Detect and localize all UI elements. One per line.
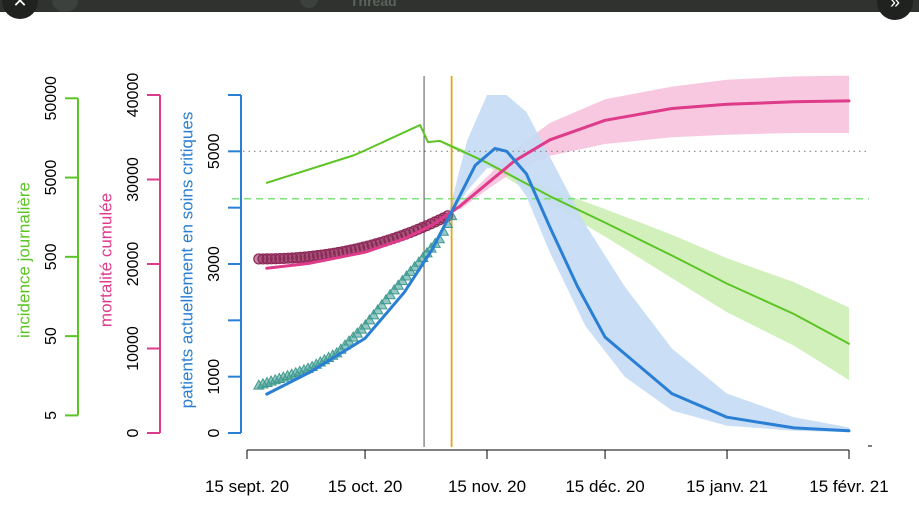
x-tick-label: 15 oct. 20 xyxy=(328,477,403,496)
incidence-tick-label: 5000 xyxy=(43,160,60,196)
mortality-axis-label: mortalité cumulée xyxy=(96,193,115,327)
icu-observed-point xyxy=(363,313,376,325)
confidence-bands xyxy=(439,75,849,433)
incidence_model-line xyxy=(265,124,850,345)
mortality-tick-label: 40000 xyxy=(125,73,142,118)
x-tick-label: 15 nov. 20 xyxy=(448,477,526,496)
icu-observed-point xyxy=(371,303,384,315)
incidence-axis-label: incidence journalière xyxy=(14,182,33,338)
icu-tick-label: 0 xyxy=(206,428,223,437)
back-icon xyxy=(300,0,318,8)
x-tick-label: 15 sept. 20 xyxy=(205,477,289,496)
avatar xyxy=(52,0,78,12)
icu-observed-point xyxy=(367,308,380,320)
x-tick-label: 15 déc. 20 xyxy=(565,477,644,496)
incidence-tick-label: 500 xyxy=(43,243,60,270)
mortality-tick-label: 0 xyxy=(125,428,142,437)
icu-tick-label: 3000 xyxy=(206,246,223,282)
icu-observed-point xyxy=(380,293,392,305)
chevron-right-icon: » xyxy=(889,0,900,12)
icu_model-line xyxy=(265,147,851,433)
mortality-tick-label: 20000 xyxy=(125,242,142,287)
x-tick-label: 15 janv. 21 xyxy=(686,477,768,496)
mortality_model-line xyxy=(265,99,851,270)
icu-observed-point xyxy=(359,318,372,330)
icu-tick-label: 1000 xyxy=(206,359,223,395)
icu-axis-label: patients actuellement en soins critiques xyxy=(177,112,196,409)
incidence-tick-label: 5 xyxy=(43,411,60,420)
incidence_model-band xyxy=(439,139,849,380)
next-button[interactable]: » xyxy=(877,0,913,20)
x-tick-label: 15 févr. 21 xyxy=(809,477,888,496)
axes: 15 sept. 20 15 oct. 20 15 nov. 20 15 déc. 2… xyxy=(14,73,888,496)
incidence-tick-label: 50000 xyxy=(43,76,60,121)
close-button[interactable]: ✕ xyxy=(2,0,38,19)
mortality-tick-label: 10000 xyxy=(125,326,142,371)
icu-tick-label: 5000 xyxy=(206,133,223,169)
close-icon: ✕ xyxy=(12,0,28,11)
top-bar: Thread xyxy=(0,0,919,12)
mortality-tick-label: 30000 xyxy=(125,157,142,202)
icu-observed-point xyxy=(376,298,388,310)
thread-title: Thread xyxy=(350,0,397,9)
icu_model-band xyxy=(447,95,849,433)
model-lines xyxy=(265,99,851,433)
incidence-tick-label: 50 xyxy=(43,327,60,345)
observed-points xyxy=(252,209,458,390)
mortality_model-band xyxy=(459,75,849,210)
